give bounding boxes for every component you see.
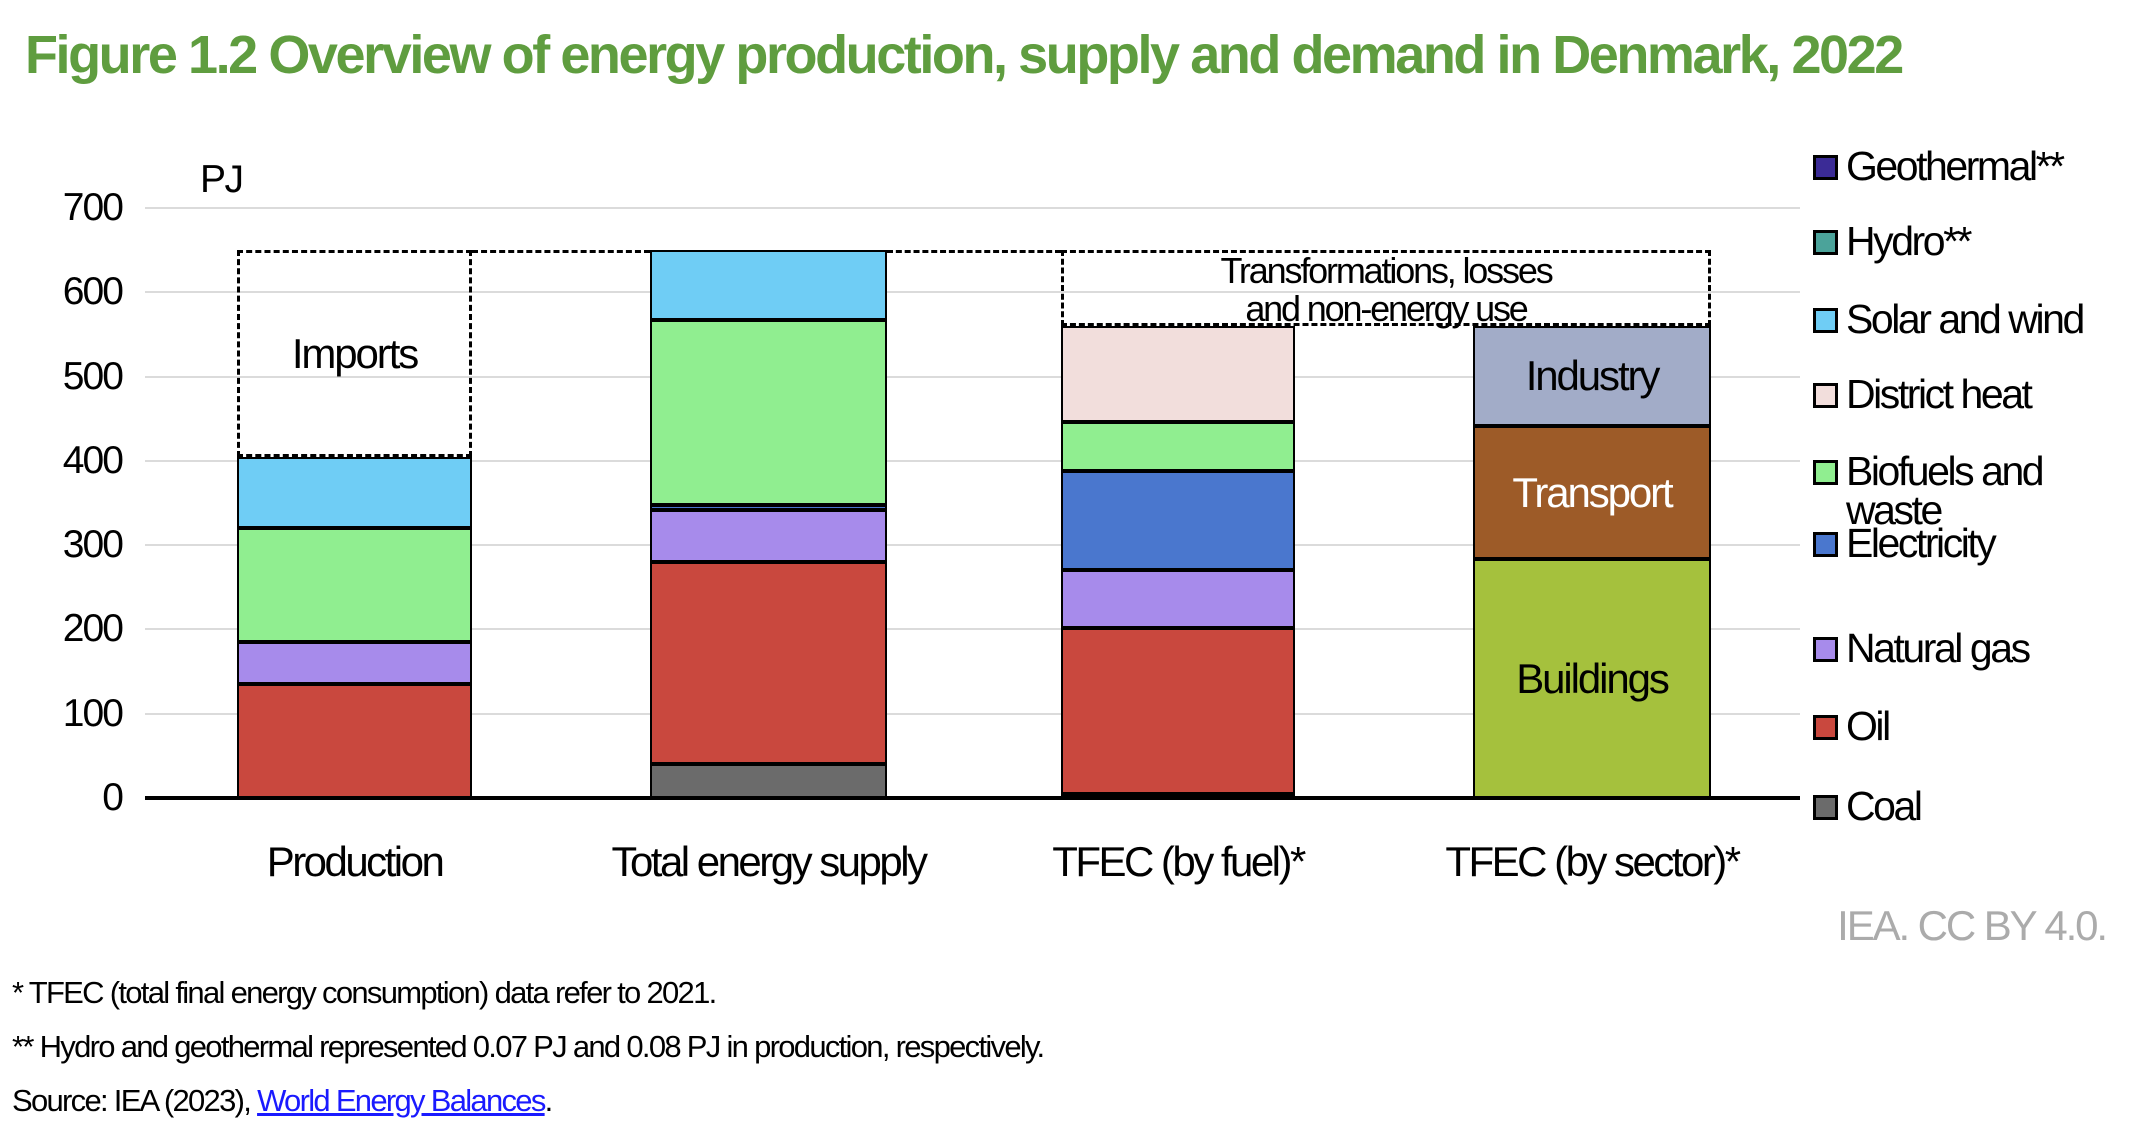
bar-total-energy-supply-segment-oil [650,562,887,764]
bar-production-segment-natural-gas [237,642,472,684]
gridline-300 [145,544,1800,546]
y-tick-label-500: 500 [62,355,124,398]
bar-tfec-by-fuel-segment-oil [1061,628,1295,794]
dashed-connector-1 [472,250,650,253]
bar-total-energy-supply-segment-electricity [650,505,887,510]
gridline-600 [145,291,1800,293]
transformations-label: Transformations, losses and non-energy us… [1220,250,1553,329]
gridline-700 [145,207,1800,209]
y-tick-label-300: 300 [62,523,124,566]
transformations-dashed-box [1061,250,1711,326]
y-tick-label-600: 600 [62,270,124,313]
bar-tfec-by-fuel-segment-electricity [1061,471,1295,570]
segment-label-buildings: Buildings [1516,654,1670,702]
footnote-hydro-geothermal: ** Hydro and geothermal represented 0.07… [12,1029,1045,1064]
bar-production-segment-solar-and-wind [237,457,472,528]
bar-total-energy-supply-segment-natural-gas [650,510,887,562]
x-axis-line [145,796,1800,800]
y-tick-label-200: 200 [62,607,124,650]
source-suffix: . [544,1083,554,1118]
y-tick-label-700: 700 [62,186,124,229]
footnote-tfec: * TFEC (total final energy consumption) … [12,975,717,1010]
bar-total-energy-supply-segment-coal [650,764,887,798]
bar-tfec-by-fuel-segment-coal [1061,794,1295,798]
transformations-label-line: Transformations, losses [1220,250,1553,291]
gridline-100 [145,713,1800,715]
y-tick-label-0: 0 [102,776,124,819]
source-link[interactable]: World Energy Balances [257,1083,546,1118]
dashed-connector-2 [887,250,1061,253]
bar-production-segment-oil [237,684,472,798]
bar-tfec-by-sector-segment-buildings [1473,559,1711,798]
category-label-total-energy-supply: Total energy supply [611,838,928,885]
imports-label: Imports [291,329,419,377]
bar-total-energy-supply-segment-solar-and-wind [650,250,887,320]
iea-credit: IEA. CC BY 4.0. [1837,902,2108,949]
gridline-500 [145,376,1800,378]
bar-tfec-by-sector-segment-transport [1473,426,1711,559]
segment-label-transport: Transport [1512,468,1673,516]
y-tick-label-400: 400 [62,439,124,482]
gridline-200 [145,628,1800,630]
source-line: Source: IEA (2023), World Energy Balance… [12,1083,554,1119]
category-label-tfec-by-sector: TFEC (by sector)* [1445,838,1741,885]
transformations-label-line: and non-energy use [1245,288,1529,329]
category-label-tfec-by-fuel: TFEC (by fuel)* [1052,838,1306,885]
y-axis-unit-label: PJ [200,158,244,201]
bar-tfec-by-fuel-segment-district-heat [1061,326,1295,422]
bar-tfec-by-sector-segment-industry [1473,326,1711,426]
bar-total-energy-supply-segment-biofuels-and-waste [650,320,887,505]
gridline-400 [145,460,1800,462]
source-prefix: Source: IEA (2023), [12,1083,258,1118]
bar-tfec-by-fuel-segment-biofuels-and-waste [1061,422,1295,471]
category-label-production: Production [266,838,445,885]
figure-title: Figure 1.2 Overview of energy production… [25,25,1904,85]
segment-label-industry: Industry [1525,352,1661,399]
bar-tfec-by-fuel-segment-natural-gas [1061,570,1295,628]
bar-production-segment-biofuels-and-waste [237,528,472,642]
y-tick-label-100: 100 [62,692,124,735]
imports-dashed-box [237,250,472,457]
